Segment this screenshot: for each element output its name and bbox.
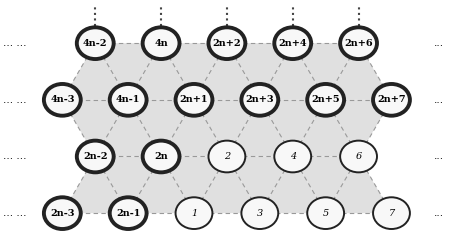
Polygon shape [128, 43, 194, 100]
Circle shape [307, 197, 344, 229]
Text: ...: ... [434, 208, 444, 218]
Text: ... ...: ... ... [3, 208, 26, 218]
Circle shape [373, 84, 410, 116]
Polygon shape [128, 157, 194, 213]
Text: 2n-2: 2n-2 [83, 152, 108, 161]
Circle shape [110, 197, 147, 229]
Polygon shape [194, 43, 260, 100]
Text: 3: 3 [256, 209, 263, 218]
Circle shape [77, 27, 114, 59]
Polygon shape [227, 157, 293, 213]
Polygon shape [161, 100, 227, 157]
Text: ...: ... [434, 151, 444, 161]
Circle shape [241, 197, 278, 229]
Polygon shape [194, 100, 260, 157]
Text: 4n-3: 4n-3 [50, 95, 75, 104]
Text: 2n+2: 2n+2 [213, 39, 241, 48]
Text: 5: 5 [322, 209, 329, 218]
Polygon shape [95, 100, 161, 157]
Polygon shape [62, 43, 128, 100]
Circle shape [241, 84, 278, 116]
Text: ...: ... [434, 95, 444, 105]
Polygon shape [95, 157, 161, 213]
Circle shape [77, 141, 114, 172]
Text: 2: 2 [224, 152, 230, 161]
Polygon shape [194, 157, 260, 213]
Polygon shape [161, 43, 227, 100]
Text: 2n+3: 2n+3 [245, 95, 274, 104]
Text: 2n-1: 2n-1 [116, 209, 140, 218]
Circle shape [373, 197, 410, 229]
Circle shape [208, 27, 245, 59]
Circle shape [44, 84, 81, 116]
Polygon shape [293, 43, 359, 100]
Circle shape [110, 84, 147, 116]
Polygon shape [326, 157, 392, 213]
Polygon shape [62, 100, 128, 157]
Text: 2n+1: 2n+1 [180, 95, 208, 104]
Circle shape [307, 84, 344, 116]
Text: 2n-3: 2n-3 [50, 209, 75, 218]
Circle shape [274, 141, 311, 172]
Text: ... ...: ... ... [3, 151, 26, 161]
Text: 4: 4 [289, 152, 296, 161]
Text: 2n+5: 2n+5 [311, 95, 340, 104]
Polygon shape [62, 157, 128, 213]
Circle shape [208, 141, 245, 172]
Circle shape [340, 27, 377, 59]
Text: 4n: 4n [154, 39, 168, 48]
Polygon shape [260, 43, 326, 100]
Circle shape [175, 197, 213, 229]
Circle shape [274, 27, 311, 59]
Circle shape [340, 141, 377, 172]
Polygon shape [161, 157, 227, 213]
Text: 7: 7 [388, 209, 395, 218]
Polygon shape [260, 157, 326, 213]
Text: 4n-2: 4n-2 [83, 39, 108, 48]
Circle shape [44, 197, 81, 229]
Polygon shape [128, 100, 194, 157]
Polygon shape [293, 100, 359, 157]
Text: 2n+6: 2n+6 [344, 39, 373, 48]
Polygon shape [227, 43, 293, 100]
Text: 2n+7: 2n+7 [377, 95, 406, 104]
Circle shape [142, 27, 180, 59]
Text: 4n-1: 4n-1 [116, 95, 140, 104]
Polygon shape [95, 43, 161, 100]
Text: ... ...: ... ... [3, 38, 26, 48]
Polygon shape [326, 100, 392, 157]
Text: ... ...: ... ... [3, 95, 26, 105]
Polygon shape [260, 100, 326, 157]
Text: ...: ... [434, 38, 444, 48]
Circle shape [175, 84, 213, 116]
Text: 1: 1 [191, 209, 197, 218]
Text: 2n+4: 2n+4 [278, 39, 307, 48]
Circle shape [142, 141, 180, 172]
Text: 2n: 2n [154, 152, 168, 161]
Text: 6: 6 [355, 152, 362, 161]
Polygon shape [326, 43, 392, 100]
Polygon shape [227, 100, 293, 157]
Polygon shape [293, 157, 359, 213]
